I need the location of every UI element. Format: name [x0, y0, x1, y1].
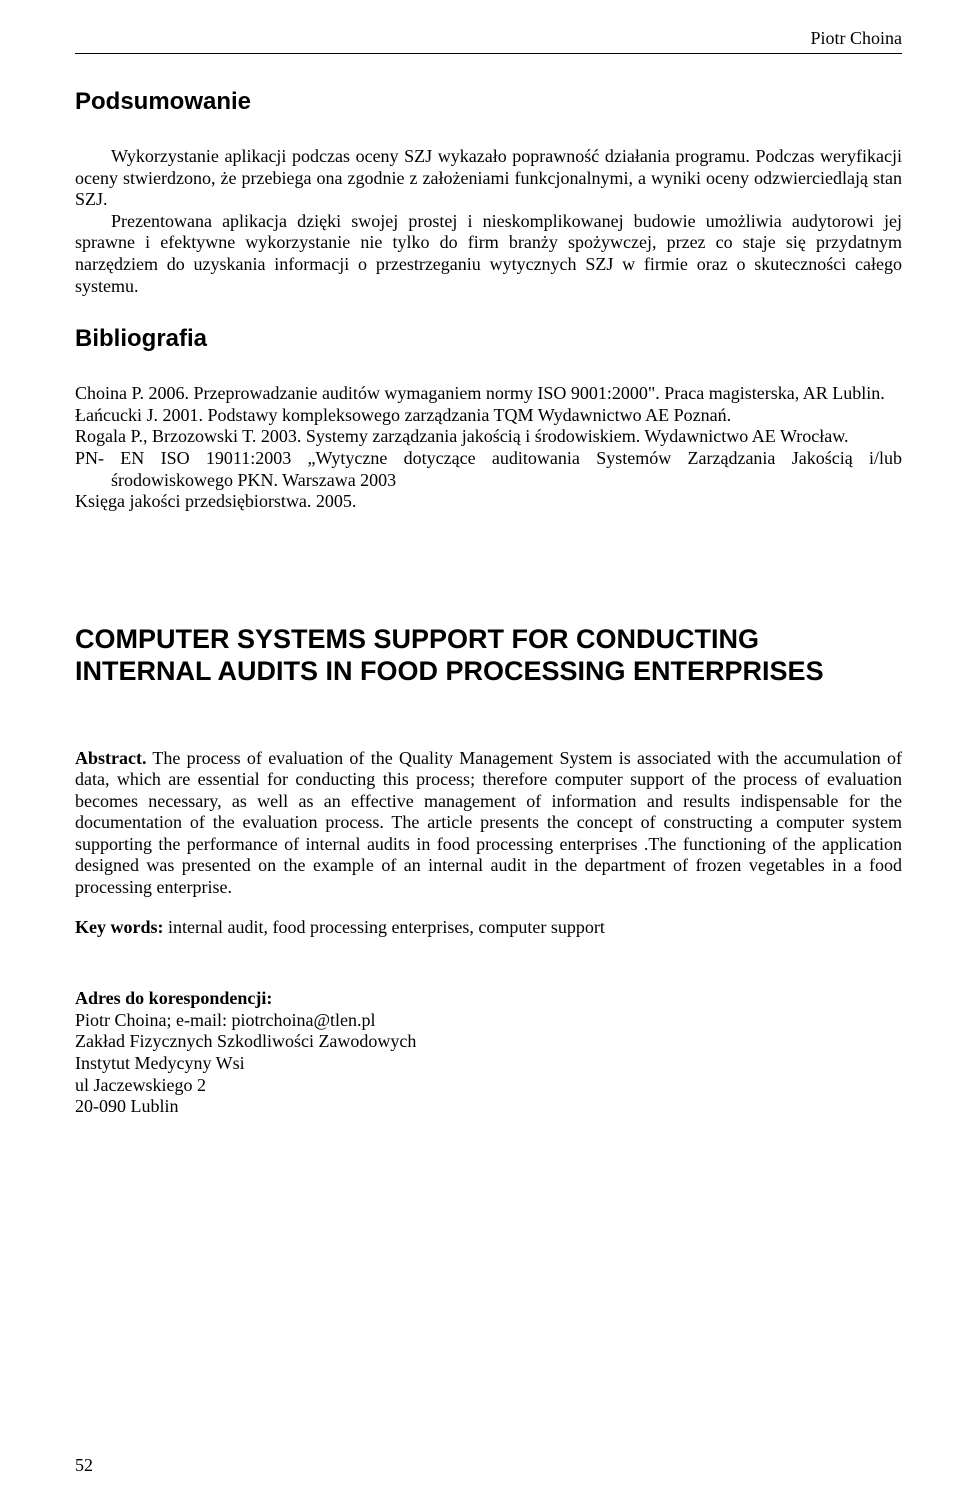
- correspondence-line: Piotr Choina; e-mail: piotrchoina@tlen.p…: [75, 1010, 902, 1032]
- bibliography-list: Choina P. 2006. Przeprowadzanie auditów …: [75, 383, 902, 513]
- correspondence: Adres do korespondencji: Piotr Choina; e…: [75, 988, 902, 1118]
- summary-heading: Podsumowanie: [75, 88, 902, 116]
- biblio-item: Choina P. 2006. Przeprowadzanie auditów …: [75, 383, 902, 405]
- biblio-item: Księga jakości przedsiębiorstwa. 2005.: [75, 491, 902, 513]
- correspondence-line: Zakład Fizycznych Szkodliwości Zawodowyc…: [75, 1031, 902, 1053]
- keywords-label: Key words:: [75, 917, 164, 937]
- header-author: Piotr Choina: [75, 28, 902, 54]
- summary-para2: Prezentowana aplikacja dzięki swojej pro…: [75, 211, 902, 297]
- biblio-item: Rogala P., Brzozowski T. 2003. Systemy z…: [75, 426, 902, 448]
- abstract-body: The process of evaluation of the Quality…: [75, 748, 902, 898]
- abstract: Abstract. The process of evaluation of t…: [75, 748, 902, 899]
- summary-body: Wykorzystanie aplikacji podczas oceny SZ…: [75, 146, 902, 297]
- keywords: Key words: internal audit, food processi…: [75, 917, 902, 939]
- correspondence-line: Instytut Medycyny Wsi: [75, 1053, 902, 1075]
- page-number: 52: [75, 1455, 93, 1476]
- biblio-item: Łańcucki J. 2001. Podstawy kompleksowego…: [75, 405, 902, 427]
- keywords-text: internal audit, food processing enterpri…: [164, 917, 605, 937]
- correspondence-line: ul Jaczewskiego 2: [75, 1075, 902, 1097]
- correspondence-label: Adres do korespondencji:: [75, 988, 902, 1010]
- abstract-label: Abstract.: [75, 748, 146, 768]
- biblio-item: PN- EN ISO 19011:2003 „Wytyczne dotycząc…: [75, 448, 902, 491]
- summary-para1: Wykorzystanie aplikacji podczas oceny SZ…: [75, 146, 902, 211]
- bibliography-heading: Bibliografia: [75, 325, 902, 353]
- english-title: COMPUTER SYSTEMS SUPPORT FOR CONDUCTING …: [75, 623, 902, 688]
- correspondence-line: 20-090 Lublin: [75, 1096, 902, 1118]
